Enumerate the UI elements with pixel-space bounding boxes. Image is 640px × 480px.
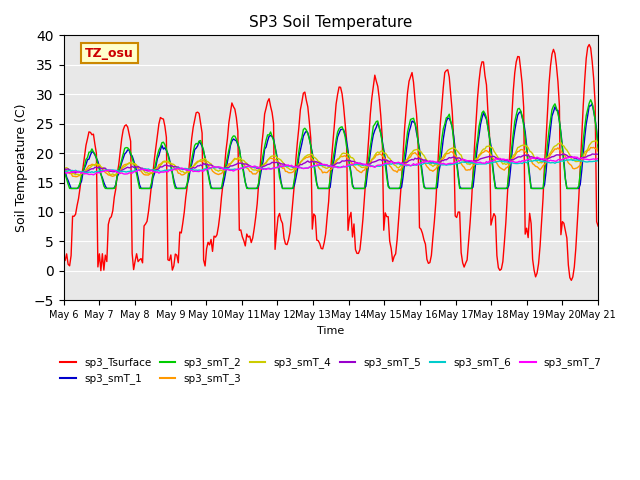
sp3_smT_7 [239,166,246,171]
sp3_smT_4 [76,172,84,178]
Line: sp3_smT_3: sp3_smT_3 [63,147,598,177]
sp3_smT_7 [295,165,303,170]
Line: sp3_smT_1: sp3_smT_1 [63,104,598,189]
sp3_Tsurface [237,227,244,233]
sp3_smT_1 [239,161,246,167]
sp3_smT_4 [127,159,134,165]
sp3_smT_5 [127,165,134,170]
Line: sp3_smT_4: sp3_smT_4 [63,141,598,175]
sp3_Tsurface [564,262,572,268]
sp3_smT_5 [248,164,255,169]
sp3_smT_6 [595,158,602,164]
sp3_smT_6 [566,157,573,163]
Line: sp3_Tsurface: sp3_Tsurface [63,45,598,280]
sp3_smT_6 [60,169,67,175]
sp3_smT_6 [239,165,246,171]
sp3_smT_2 [566,186,573,192]
sp3_Tsurface [294,139,301,145]
sp3_smT_5 [221,165,228,171]
sp3_Tsurface [60,255,67,261]
sp3_smT_1 [67,186,75,192]
sp3_smT_5 [60,166,67,172]
sp3_smT_6 [248,164,255,169]
sp3_Tsurface [125,132,133,137]
sp3_smT_1 [566,186,573,192]
sp3_smT_3 [590,144,598,150]
X-axis label: Time: Time [317,325,344,336]
sp3_smT_3 [60,164,67,170]
sp3_smT_3 [127,160,134,166]
sp3_smT_4 [295,162,303,168]
sp3_smT_1 [60,165,67,171]
sp3_smT_2 [66,186,74,192]
sp3_smT_6 [127,168,134,174]
sp3_smT_7 [90,172,97,178]
sp3_smT_2 [127,150,134,156]
sp3_smT_7 [570,154,578,160]
sp3_smT_4 [595,141,602,146]
sp3_smT_6 [295,165,303,171]
sp3_smT_5 [295,163,303,169]
sp3_smT_3 [72,174,79,180]
sp3_smT_4 [248,166,255,171]
sp3_smT_7 [221,167,228,173]
sp3_smT_2 [221,171,228,177]
Text: TZ_osu: TZ_osu [85,47,134,60]
sp3_smT_3 [248,169,255,175]
sp3_Tsurface [246,233,253,239]
sp3_smT_5 [566,154,573,159]
Line: sp3_smT_5: sp3_smT_5 [63,154,598,173]
sp3_smT_3 [239,160,246,166]
sp3_smT_2 [595,146,602,152]
Y-axis label: Soil Temperature (C): Soil Temperature (C) [15,104,28,232]
sp3_smT_3 [566,161,573,167]
sp3_smT_1 [248,186,255,192]
sp3_smT_5 [588,151,596,157]
sp3_smT_6 [221,166,228,171]
sp3_smT_4 [566,152,573,158]
Line: sp3_smT_2: sp3_smT_2 [63,100,598,189]
sp3_smT_4 [221,167,228,173]
sp3_smT_5 [72,170,79,176]
sp3_Tsurface [586,42,593,48]
sp3_Tsurface [595,223,602,229]
sp3_smT_1 [595,143,602,148]
sp3_smT_2 [295,148,303,154]
sp3_smT_5 [239,160,246,166]
sp3_smT_1 [588,101,596,107]
sp3_Tsurface [568,277,575,283]
sp3_smT_2 [60,166,67,172]
sp3_Tsurface [219,181,227,187]
sp3_smT_2 [239,163,246,168]
sp3_smT_6 [568,157,575,163]
sp3_smT_2 [587,97,595,103]
sp3_smT_4 [60,164,67,170]
sp3_smT_3 [295,162,303,168]
sp3_smT_5 [595,151,602,157]
sp3_smT_3 [221,167,228,173]
sp3_smT_3 [595,149,602,155]
sp3_smT_6 [84,170,92,176]
sp3_smT_1 [221,176,228,182]
sp3_smT_7 [248,164,255,169]
sp3_smT_4 [239,157,246,163]
sp3_smT_2 [248,186,255,192]
sp3_smT_7 [60,171,67,177]
sp3_smT_1 [127,152,134,158]
Title: SP3 Soil Temperature: SP3 Soil Temperature [249,15,413,30]
sp3_smT_7 [127,170,134,176]
sp3_smT_1 [295,154,303,160]
sp3_smT_7 [595,156,602,161]
sp3_smT_7 [566,154,573,160]
Line: sp3_smT_7: sp3_smT_7 [63,157,598,175]
Legend: sp3_Tsurface, sp3_smT_1, sp3_smT_2, sp3_smT_3, sp3_smT_4, sp3_smT_5, sp3_smT_6, : sp3_Tsurface, sp3_smT_1, sp3_smT_2, sp3_… [56,353,606,389]
Line: sp3_smT_6: sp3_smT_6 [63,160,598,173]
sp3_smT_4 [593,138,600,144]
